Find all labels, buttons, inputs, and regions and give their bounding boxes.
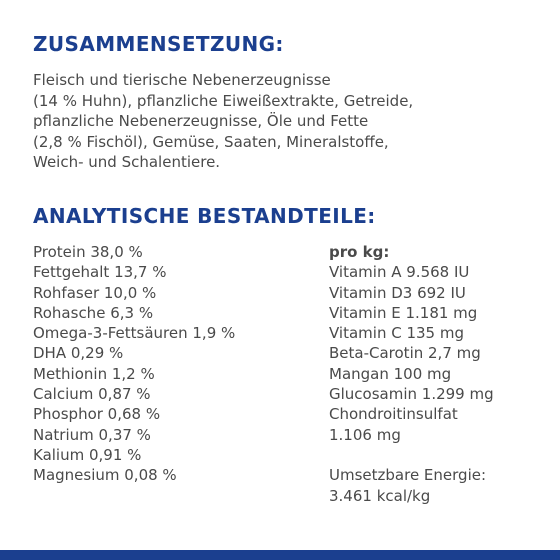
composition-line: Fleisch und tierische Nebenerzeugnisse	[33, 71, 331, 89]
per-kg-label: pro kg:	[329, 243, 390, 261]
vitamin-item: Vitamin D3 692 IU	[329, 283, 466, 302]
bottom-brand-bar	[0, 550, 560, 560]
energy-label: Umsetzbare Energie:	[329, 466, 487, 485]
vitamin-item: Vitamin C 135 mg	[329, 324, 464, 343]
nutrient-item: Rohasche 6,3 %	[33, 303, 154, 322]
analytical-left-column: Protein 38,0 % Fettgehalt 13,7 % Rohfase…	[33, 242, 313, 486]
nutrient-item: Kalium 0,91 %	[33, 445, 142, 464]
energy-value: 3.461 kcal/kg	[329, 486, 431, 505]
composition-line: (14 % Huhn), pflanzliche Eiweißextrakte,…	[33, 91, 414, 110]
analytical-heading: ANALYTISCHE BESTANDTEILE:	[33, 204, 376, 228]
composition-heading: ZUSAMMENSETZUNG:	[33, 32, 284, 56]
composition-line: (2,8 % Fischöl), Gemüse, Saaten, Mineral…	[33, 132, 389, 151]
nutrient-item: Calcium 0,87 %	[33, 385, 151, 404]
nutrient-item: Phosphor 0,68 %	[33, 405, 161, 424]
vitamin-item: Vitamin E 1.181 mg	[329, 303, 478, 322]
vitamin-item: 1.106 mg	[329, 425, 401, 444]
nutrient-item: DHA 0,29 %	[33, 344, 124, 363]
nutrient-item: Methionin 1,2 %	[33, 364, 155, 383]
nutrient-item: Natrium 0,37 %	[33, 425, 151, 444]
vitamin-item: Vitamin A 9.568 IU	[329, 263, 470, 282]
analytical-right-column: pro kg: Vitamin A 9.568 IU Vitamin D3 69…	[329, 242, 549, 506]
nutrient-item: Fettgehalt 13,7 %	[33, 263, 167, 282]
vitamin-item: Chondroitinsulfat	[329, 405, 458, 424]
nutrient-item: Rohfaser 10,0 %	[33, 283, 157, 302]
nutrient-item: Protein 38,0 %	[33, 243, 143, 261]
vitamin-item: Beta-Carotin 2,7 mg	[329, 344, 481, 363]
vitamin-item: Mangan 100 mg	[329, 364, 452, 383]
composition-text: Fleisch und tierische Nebenerzeugnisse (…	[33, 70, 533, 173]
spacer	[329, 445, 549, 465]
vitamin-item: Glucosamin 1.299 mg	[329, 385, 494, 404]
nutrient-item: Magnesium 0,08 %	[33, 466, 177, 485]
nutrient-item: Omega-3-Fettsäuren 1,9 %	[33, 324, 236, 343]
composition-line: Weich- und Schalentiere.	[33, 153, 221, 171]
composition-line: pflanzliche Nebenerzeugnisse, Öle und Fe…	[33, 112, 369, 130]
